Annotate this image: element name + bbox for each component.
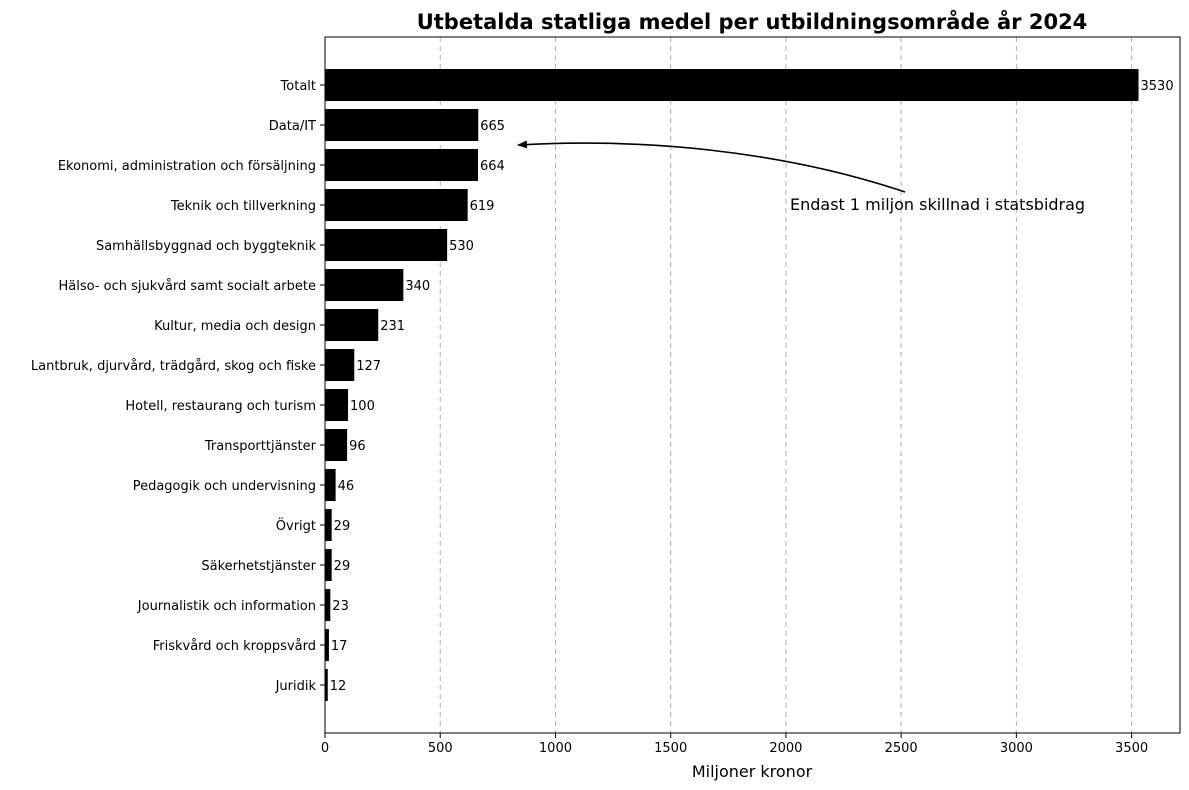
x-tick-label: 1500 xyxy=(654,741,687,756)
bar xyxy=(325,429,348,461)
y-tick-label: Samhällsbyggnad och byggteknik xyxy=(96,239,317,254)
y-tick-label: Säkerhetstjänster xyxy=(201,559,316,574)
bar xyxy=(325,309,379,341)
bar xyxy=(325,229,448,261)
data-label: 340 xyxy=(405,279,430,294)
data-label: 17 xyxy=(331,639,348,654)
y-tick-label: Friskvård och kroppsvård xyxy=(153,639,316,654)
data-label: 29 xyxy=(334,519,351,534)
data-label: 46 xyxy=(338,479,355,494)
bar xyxy=(325,629,329,661)
data-label: 619 xyxy=(470,199,495,214)
y-tick-label: Teknik och tillverkning xyxy=(170,199,316,214)
data-labels: 3530 665 664 619 530 340 231 127 100 96 46 29 29 23 17… xyxy=(330,79,1174,694)
annotation-text: Endast 1 miljon skillnad i statsbidrag xyxy=(790,195,1085,214)
data-label: 96 xyxy=(349,439,366,454)
data-label: 231 xyxy=(380,319,405,334)
bar xyxy=(325,109,479,141)
data-label: 127 xyxy=(356,359,381,374)
data-label: 12 xyxy=(330,679,347,694)
bar xyxy=(325,269,404,301)
y-tick-label: Totalt xyxy=(280,79,316,94)
plot-frame xyxy=(324,36,1181,734)
bar xyxy=(325,69,1139,101)
bar xyxy=(325,589,331,621)
chart-title: Utbetalda statliga medel per utbildnings… xyxy=(417,9,1088,34)
annotation-arrow xyxy=(517,140,906,193)
y-tick-label: Lantbruk, djurvård, trädgård, skog och f… xyxy=(31,359,316,374)
x-tick-label: 2000 xyxy=(769,741,802,756)
bar xyxy=(325,189,468,221)
x-tick-label: 3500 xyxy=(1115,741,1148,756)
y-tick-label: Juridik xyxy=(275,679,317,694)
bars xyxy=(325,69,1139,701)
bar xyxy=(325,149,479,181)
grid-lines xyxy=(324,37,1133,733)
bar xyxy=(325,469,336,501)
data-label: 23 xyxy=(332,599,349,614)
y-tick-label: Hotell, restaurang och turism xyxy=(125,399,316,414)
bar xyxy=(325,509,332,541)
bar xyxy=(325,549,332,581)
y-tick-label: Journalistik och information xyxy=(137,599,316,614)
data-label: 3530 xyxy=(1141,79,1174,94)
data-label: 530 xyxy=(449,239,474,254)
x-tick-label: 3000 xyxy=(1000,741,1033,756)
x-tick-label: 1000 xyxy=(539,741,572,756)
y-tick-label: Ekonomi, administration och försäljning xyxy=(58,159,316,174)
y-tick-label: Kultur, media och design xyxy=(154,319,316,334)
y-tick-label: Data/IT xyxy=(269,119,316,134)
y-tick-label: Övrigt xyxy=(276,517,316,534)
data-label: 664 xyxy=(480,159,505,174)
y-tick-labels: Totalt Data/IT Ekonomi, administration och… xyxy=(31,79,325,694)
x-tick-label: 2500 xyxy=(885,741,918,756)
y-tick-label: Transporttjänster xyxy=(204,439,317,454)
bar xyxy=(325,389,349,421)
y-tick-label: Hälso- och sjukvård samt socialt arbete xyxy=(58,279,316,294)
x-ticks: 0 500 1000 1500 2000 2500 3000 3500 xyxy=(321,733,1148,756)
data-label: 665 xyxy=(480,119,505,134)
bar xyxy=(325,669,328,701)
x-axis-label: Miljoner kronor xyxy=(692,762,813,781)
x-tick-label: 0 xyxy=(321,741,329,756)
data-label: 29 xyxy=(334,559,351,574)
y-tick-label: Pedagogik och undervisning xyxy=(133,479,316,494)
bar xyxy=(325,349,355,381)
data-label: 100 xyxy=(350,399,375,414)
x-tick-label: 500 xyxy=(428,741,453,756)
